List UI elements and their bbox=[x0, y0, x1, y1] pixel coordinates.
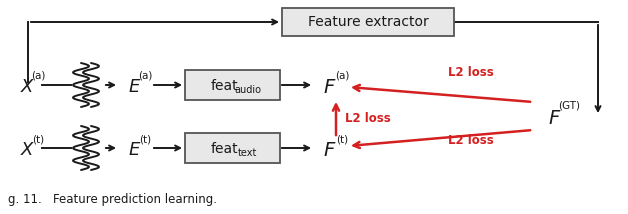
Text: $\mathit{X}$: $\mathit{X}$ bbox=[20, 141, 36, 159]
Text: $\mathbf{\mathit{F}}$: $\mathbf{\mathit{F}}$ bbox=[548, 108, 561, 128]
Text: $\mathit{X}$: $\mathit{X}$ bbox=[20, 78, 36, 96]
Text: (t): (t) bbox=[336, 134, 348, 144]
Text: (a): (a) bbox=[31, 71, 45, 81]
Text: $\mathbf{\mathit{F}}$: $\mathbf{\mathit{F}}$ bbox=[323, 77, 337, 97]
Text: L2 loss: L2 loss bbox=[448, 134, 494, 147]
Text: Feature extractor: Feature extractor bbox=[308, 15, 428, 29]
Text: $\mathbf{\mathit{E}}$: $\mathbf{\mathit{E}}$ bbox=[128, 141, 142, 159]
FancyBboxPatch shape bbox=[185, 133, 279, 163]
Text: (t): (t) bbox=[139, 134, 151, 144]
Text: (GT): (GT) bbox=[558, 100, 580, 110]
FancyBboxPatch shape bbox=[185, 70, 279, 100]
Text: (t): (t) bbox=[32, 134, 44, 144]
Text: L2 loss: L2 loss bbox=[448, 65, 494, 79]
Text: feat: feat bbox=[210, 142, 238, 156]
FancyBboxPatch shape bbox=[282, 8, 454, 36]
Text: (a): (a) bbox=[138, 71, 152, 81]
Text: audio: audio bbox=[234, 85, 261, 95]
Text: (a): (a) bbox=[335, 71, 349, 81]
Text: feat: feat bbox=[210, 79, 238, 93]
Text: g. 11.   Feature prediction learning.: g. 11. Feature prediction learning. bbox=[8, 193, 217, 207]
Text: L2 loss: L2 loss bbox=[345, 111, 391, 125]
Text: $\mathbf{\mathit{F}}$: $\mathbf{\mathit{F}}$ bbox=[323, 141, 337, 159]
Text: text: text bbox=[237, 148, 257, 158]
Text: $\mathbf{\mathit{E}}$: $\mathbf{\mathit{E}}$ bbox=[128, 78, 142, 96]
